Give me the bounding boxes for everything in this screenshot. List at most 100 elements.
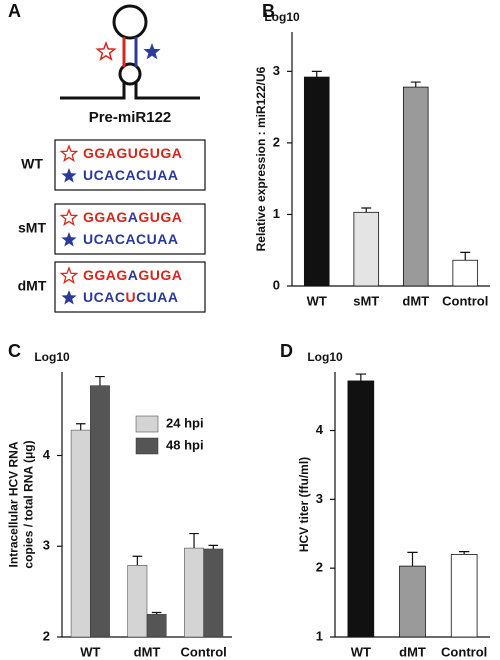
sequence: GGAGUGUGA xyxy=(83,145,182,161)
sequence-name: sMT xyxy=(18,220,46,236)
x-tick-label: Control xyxy=(181,644,227,659)
sequence-part: GGAGUGUGA xyxy=(83,145,182,161)
sequence-part: U xyxy=(125,289,136,305)
error-bar xyxy=(189,532,199,549)
sequence-box xyxy=(54,203,206,255)
y-tick-label: 2 xyxy=(316,560,323,575)
stem-base-right xyxy=(134,82,200,100)
x-tick-label: WT xyxy=(351,644,371,659)
star-filled xyxy=(143,43,161,60)
sequence-part: CUAA xyxy=(136,289,178,305)
error-bar xyxy=(95,375,105,386)
bar xyxy=(452,259,479,287)
y-tick-label: 4 xyxy=(43,447,51,462)
y-top-label: Log10 xyxy=(264,10,300,24)
panel-letter: B xyxy=(262,1,275,21)
error-bar xyxy=(311,70,322,78)
bar xyxy=(303,76,330,287)
sequence-part: GGAG xyxy=(83,267,128,283)
error-bar xyxy=(132,555,143,566)
bar xyxy=(450,554,478,638)
error-bar xyxy=(361,207,372,213)
error-bar xyxy=(407,551,418,567)
error-bar xyxy=(355,373,366,381)
y-axis-label: Relative expression : miR122/U6 xyxy=(254,66,268,251)
bar xyxy=(402,86,429,287)
y-tick-label: 4 xyxy=(316,422,324,437)
legend-swatch xyxy=(135,437,159,455)
y-tick-label: 2 xyxy=(43,628,50,643)
bar xyxy=(353,211,380,287)
hairpin-label: Pre-miR122 xyxy=(89,109,172,126)
bar xyxy=(347,380,375,638)
legend-label: 24 hpi xyxy=(166,415,204,430)
star-open xyxy=(59,144,79,162)
sequence: UCACUCUAA xyxy=(83,289,179,305)
bar xyxy=(146,614,167,638)
bar xyxy=(70,429,91,638)
error-bar xyxy=(460,251,471,261)
sequence-name: dMT xyxy=(18,278,47,294)
sequence-part: GUGA xyxy=(138,209,182,225)
error-bar xyxy=(151,611,162,615)
star-open xyxy=(59,208,79,226)
star-filled xyxy=(61,168,77,183)
x-tick-label: dMT xyxy=(399,644,426,659)
y-tick-label: 0 xyxy=(273,277,280,292)
bar xyxy=(127,565,148,638)
y-tick-label: 2 xyxy=(273,134,280,149)
sequence-part: UCAC xyxy=(83,289,125,305)
panel-letter: D xyxy=(280,341,293,361)
y-tick-label: 3 xyxy=(43,538,50,553)
star-filled xyxy=(61,232,77,247)
x-tick-label: sMT xyxy=(353,293,379,308)
star-open xyxy=(59,266,79,284)
x-tick-label: Control xyxy=(441,644,487,659)
sequence-part: GGAG xyxy=(83,209,128,225)
bar xyxy=(203,548,224,638)
sequence: UCACACUAA xyxy=(83,167,179,183)
y-top-label: Log10 xyxy=(307,350,343,364)
error-bar xyxy=(75,423,86,431)
bar xyxy=(184,547,204,638)
panel-letter: A xyxy=(8,1,21,21)
x-tick-label: dMT xyxy=(134,644,161,659)
sequence: GGAGAGUGA xyxy=(83,267,182,283)
error-bar xyxy=(208,544,219,549)
legend-label: 48 hpi xyxy=(166,437,204,452)
y-axis-label: HCV titer (ffu/ml) xyxy=(297,457,311,552)
sequence: GGAGAGUGA xyxy=(83,209,182,225)
sequence-part: A xyxy=(128,209,139,225)
y-axis-label: Intracellular HCV RNA xyxy=(7,441,21,567)
x-tick-label: dMT xyxy=(402,293,429,308)
sequence: UCACACUAA xyxy=(83,231,179,247)
y-tick-label: 1 xyxy=(273,206,280,221)
x-tick-label: WT xyxy=(307,293,327,308)
legend-swatch xyxy=(135,415,159,433)
sequence-part: UCACACUAA xyxy=(83,167,179,183)
sequence-part: A xyxy=(128,267,139,283)
sequence-box xyxy=(54,139,206,191)
error-bar xyxy=(410,81,421,88)
sequence-part: GUGA xyxy=(138,267,182,283)
stem-base-left xyxy=(60,82,126,100)
y-top-label: Log10 xyxy=(34,350,70,364)
hairpin-loop xyxy=(112,4,148,40)
y-tick-label: 1 xyxy=(316,628,323,643)
sequence-box xyxy=(54,261,206,313)
star-filled xyxy=(61,290,77,305)
y-tick-label: 3 xyxy=(316,491,323,506)
y-axis-label: copies / total RNA (μg) xyxy=(22,440,36,568)
x-tick-label: Control xyxy=(442,293,488,308)
sequence-part: UCACACUAA xyxy=(83,231,179,247)
hairpin xyxy=(60,4,200,100)
x-tick-label: WT xyxy=(80,644,100,659)
star-open xyxy=(95,40,117,62)
hairpin-bulge xyxy=(118,62,142,86)
bar xyxy=(399,565,426,638)
y-tick-label: 3 xyxy=(273,63,280,78)
bar xyxy=(90,385,110,638)
error-bar xyxy=(459,551,470,555)
panel-letter: C xyxy=(8,341,21,361)
